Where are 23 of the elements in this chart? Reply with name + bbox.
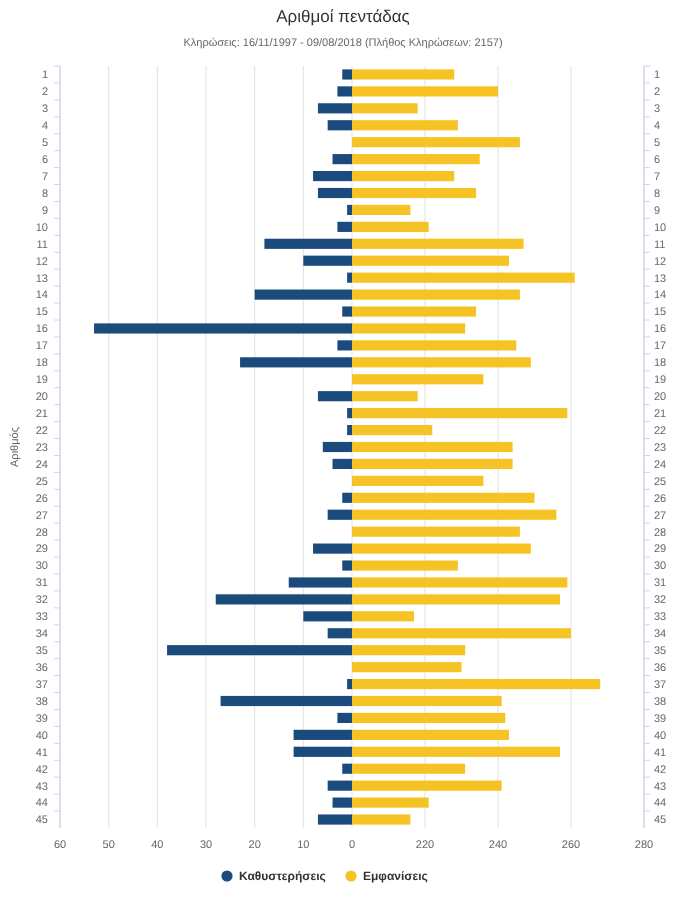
bar <box>332 797 352 808</box>
chart-title: Αριθμοί πεντάδας <box>276 6 410 26</box>
bar <box>317 187 352 199</box>
bar <box>337 712 352 724</box>
bar <box>332 458 352 470</box>
bar <box>303 255 352 266</box>
bar <box>327 509 352 520</box>
bar <box>327 628 352 639</box>
bar <box>313 543 352 554</box>
bar <box>327 120 352 131</box>
bar <box>342 560 352 571</box>
bar <box>337 340 352 351</box>
bar <box>342 763 352 774</box>
bar <box>332 154 352 165</box>
bar <box>288 577 352 588</box>
bar <box>293 746 352 757</box>
bar <box>342 306 352 317</box>
bar <box>337 86 352 97</box>
bar <box>322 441 352 453</box>
bar <box>342 492 352 503</box>
bar <box>337 221 352 232</box>
bar <box>342 69 352 80</box>
bar <box>327 780 352 791</box>
